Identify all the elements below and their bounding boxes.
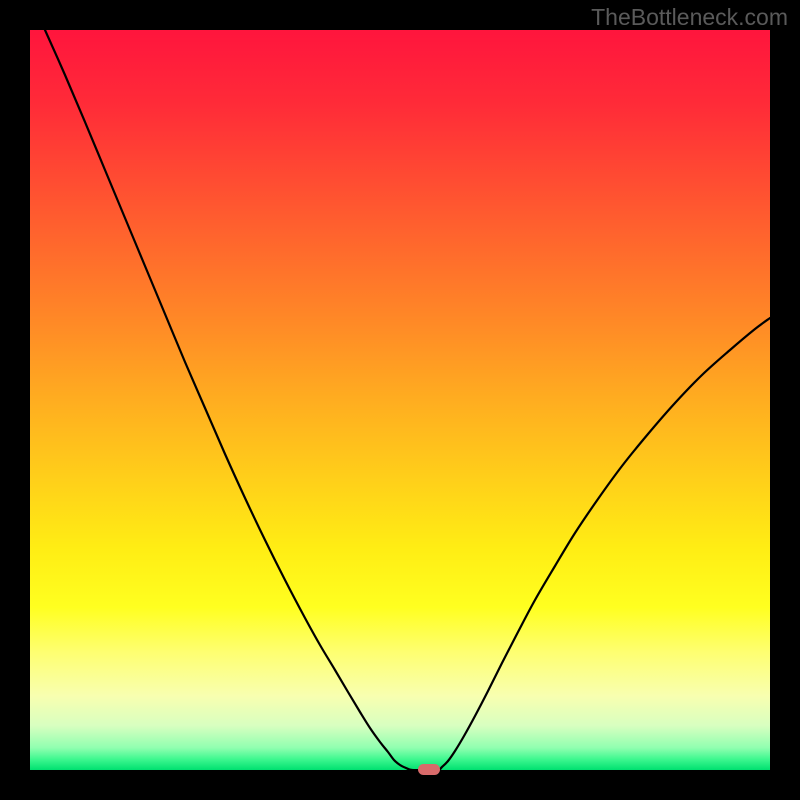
bottleneck-curve [30, 30, 770, 770]
optimum-marker [418, 764, 440, 775]
plot-area [30, 30, 770, 770]
watermark-text: TheBottleneck.com [591, 4, 788, 31]
chart-frame: TheBottleneck.com [0, 0, 800, 800]
